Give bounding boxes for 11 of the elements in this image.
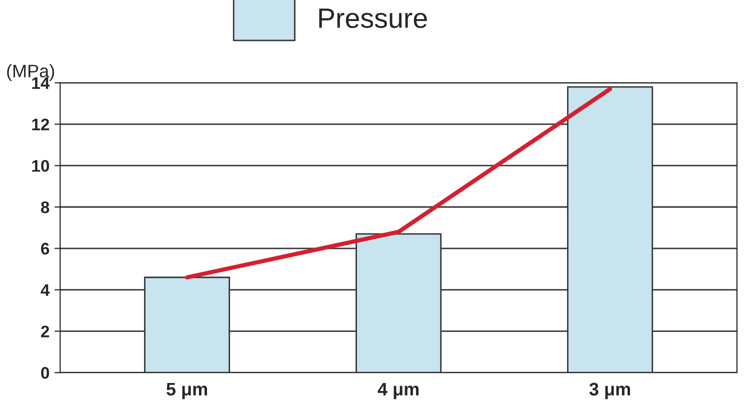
y-tick-label: 4: [40, 284, 50, 296]
y-tick-label: 6: [41, 242, 50, 255]
x-tick-label: 4 μm: [378, 382, 419, 400]
y-tick-label: 2: [41, 326, 50, 338]
x-tick-label: 3 μm: [589, 382, 630, 400]
x-tick-label: 5 μm: [166, 382, 208, 400]
y-tick-label: 12: [32, 118, 50, 130]
y-tick-label: 8: [41, 201, 50, 214]
y-tick-label: 0: [41, 367, 50, 379]
legend-label: Pressure: [319, 8, 427, 28]
y-tick-label: 10: [32, 160, 50, 172]
